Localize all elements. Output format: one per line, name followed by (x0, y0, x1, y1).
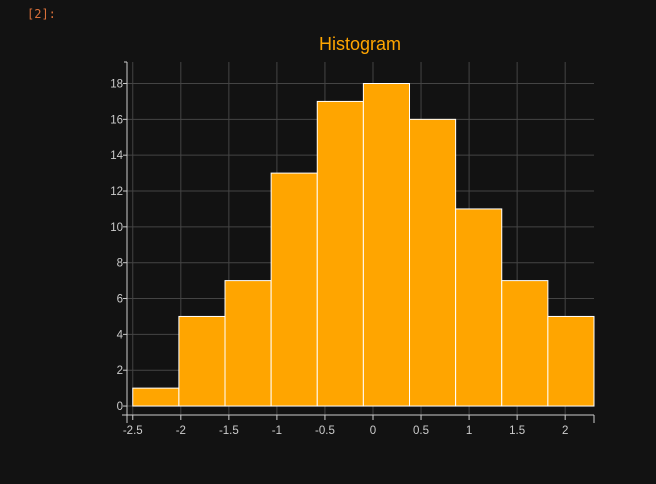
y-tick-label-8: 16 (110, 114, 123, 126)
x-tick-label-2: -1.5 (219, 425, 239, 437)
x-tick-label-1: -2 (176, 425, 186, 437)
y-tick-label-7: 14 (110, 150, 123, 162)
x-tick-label-9: 2 (562, 425, 568, 437)
y-tick-label-1: 2 (117, 365, 123, 377)
chart-title: Histogram (319, 34, 401, 54)
x-tick-label-5: 0 (370, 425, 376, 437)
x-tick-label-8: 1.5 (509, 425, 525, 437)
histogram-bar-1 (178, 315, 226, 407)
y-tick-label-0: 0 (117, 401, 123, 413)
y-tick-label-6: 12 (110, 186, 123, 198)
y-tick-label-4: 8 (117, 258, 123, 270)
cell-prompt: [2]: (27, 7, 56, 21)
x-tick-label-6: 0.5 (413, 425, 429, 437)
x-tick-label-4: -0.5 (315, 425, 335, 437)
x-tick-label-7: 1 (466, 425, 472, 437)
y-tick-label-3: 6 (117, 294, 123, 306)
histogram-bars (132, 83, 595, 407)
histogram-bar-2 (224, 280, 272, 407)
histogram-bar-4 (316, 100, 364, 407)
axes: 0 2 4 6 8 10 12 14 16 18 -2.5 -2 -1.5 -1 -0.5 0 0.5 1 1.5 2 (110, 61, 595, 437)
y-tick-label-5: 10 (110, 222, 123, 234)
histogram-bar-0 (132, 387, 180, 407)
histogram-bar-5 (362, 83, 411, 407)
histogram-bar-6 (409, 118, 457, 407)
histogram-bar-9 (547, 315, 595, 407)
x-tick-label-3: -1 (272, 425, 282, 437)
histogram-bar-8 (501, 280, 549, 407)
y-tick-label-9: 18 (110, 79, 123, 91)
histogram-bar-3 (270, 172, 318, 407)
x-tick-label-0: -2.5 (123, 425, 143, 437)
y-tick-label-2: 4 (117, 329, 124, 341)
histogram-bar-7 (455, 208, 503, 407)
